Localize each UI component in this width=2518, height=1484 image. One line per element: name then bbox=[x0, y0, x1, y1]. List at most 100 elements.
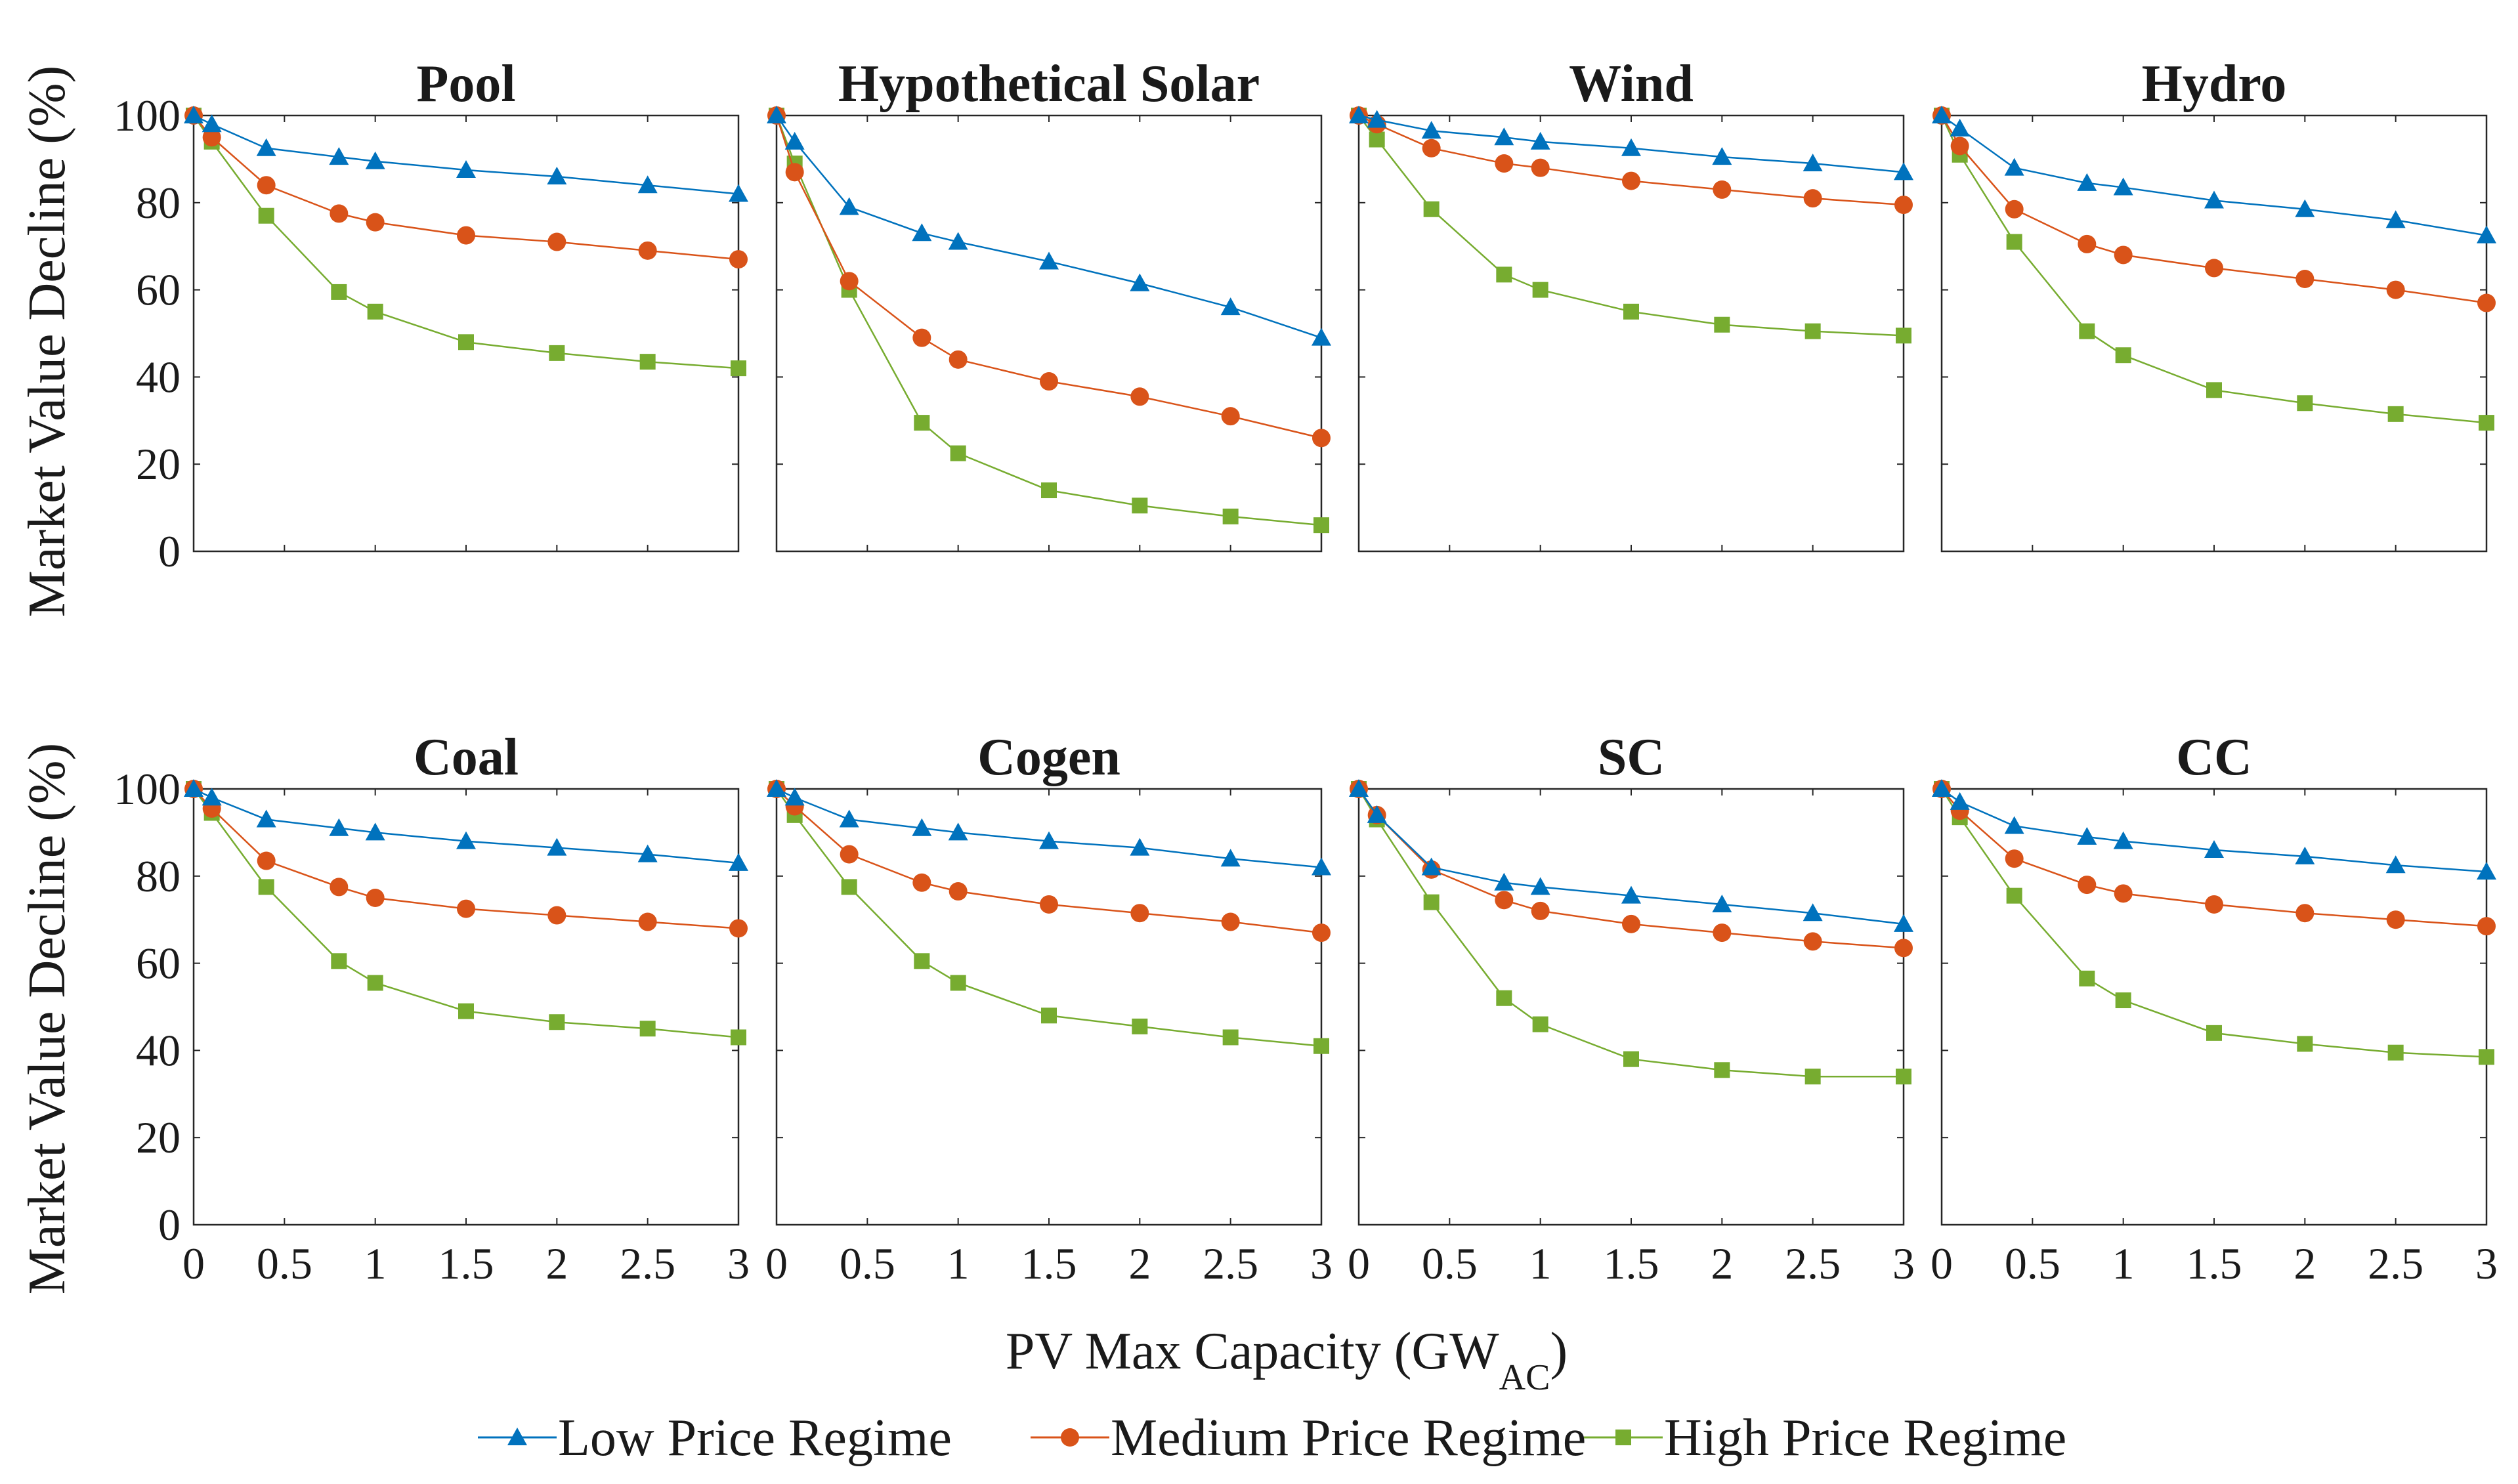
data-point-cogen-low-price-regime-7 bbox=[1220, 849, 1241, 867]
data-point-cogen-high-price-regime-7 bbox=[1222, 1029, 1239, 1046]
data-point-cc-low-price-regime-5 bbox=[2204, 839, 2224, 858]
legend-marker-medium-price-regime bbox=[1061, 1428, 1079, 1447]
data-point-sc-low-price-regime-4 bbox=[1530, 877, 1550, 895]
data-point-wind-medium-price-regime-4 bbox=[1531, 158, 1550, 177]
data-point-coal-medium-price-regime-3 bbox=[330, 878, 349, 897]
data-point-sc-high-price-regime-3 bbox=[1496, 990, 1512, 1006]
data-point-wind-low-price-regime-6 bbox=[1712, 147, 1732, 165]
data-point-coal-low-price-regime-0 bbox=[184, 779, 203, 797]
data-point-hypothetical-solar-high-price-regime-5 bbox=[1041, 482, 1057, 499]
data-point-wind-high-price-regime-8 bbox=[1896, 328, 1911, 344]
data-point-wind-medium-price-regime-7 bbox=[1803, 189, 1822, 208]
panel-title-pool: Pool bbox=[416, 55, 515, 113]
data-point-hypothetical-solar-medium-price-regime-3 bbox=[912, 328, 931, 347]
data-point-hypothetical-solar-high-price-regime-3 bbox=[914, 415, 930, 431]
panel-pool: Pool 0 20 40 60 80 100 bbox=[114, 55, 748, 576]
data-point-wind-low-price-regime-1 bbox=[1367, 110, 1387, 128]
data-point-cogen-high-price-regime-5 bbox=[1041, 1007, 1057, 1024]
data-point-pool-high-price-regime-7 bbox=[639, 354, 656, 370]
panel-title-hypothetical-solar: Hypothetical Solar bbox=[838, 55, 1260, 113]
data-point-cc-high-price-regime-8 bbox=[2479, 1049, 2494, 1065]
data-point-sc-medium-price-regime-8 bbox=[1894, 939, 1913, 958]
x-tick-label-sc-1: 1 bbox=[1529, 1239, 1552, 1288]
data-point-hydro-medium-price-regime-7 bbox=[2386, 280, 2405, 299]
data-point-hydro-medium-price-regime-2 bbox=[2005, 200, 2024, 219]
x-tick-label-coal-1: 1 bbox=[364, 1239, 387, 1288]
data-point-coal-high-price-regime-3 bbox=[331, 953, 347, 969]
x-axis-label: PV Max Capacity (GWAC) bbox=[1006, 1323, 1568, 1398]
data-point-coal-low-price-regime-7 bbox=[637, 844, 658, 862]
panel-title-cogen: Cogen bbox=[977, 729, 1120, 786]
x-tick-label-cogen-0-5: 0.5 bbox=[840, 1239, 895, 1288]
data-point-hypothetical-solar-medium-price-regime-4 bbox=[949, 350, 968, 369]
data-point-hydro-low-price-regime-6 bbox=[2295, 199, 2315, 217]
panel-cc: CC 0 0.5 1 1.5 2 2.5 3 bbox=[1931, 729, 2498, 1288]
data-point-cc-medium-price-regime-2 bbox=[2005, 849, 2024, 868]
data-point-coal-high-price-regime-4 bbox=[367, 975, 383, 991]
data-point-sc-low-price-regime-0 bbox=[1349, 779, 1369, 797]
data-point-wind-low-price-regime-2 bbox=[1421, 121, 1441, 139]
data-point-cc-low-price-regime-6 bbox=[2295, 846, 2315, 864]
data-point-cc-medium-price-regime-5 bbox=[2205, 895, 2223, 914]
data-point-cc-medium-price-regime-6 bbox=[2295, 904, 2315, 923]
data-point-hypothetical-solar-high-price-regime-4 bbox=[950, 445, 966, 461]
data-point-cc-high-price-regime-4 bbox=[2115, 992, 2131, 1009]
x-tick-label-sc-0-5: 0.5 bbox=[1422, 1239, 1478, 1288]
data-point-coal-low-price-regime-5 bbox=[456, 831, 476, 849]
data-point-wind-low-price-regime-8 bbox=[1894, 162, 1913, 180]
panel-title-cc: CC bbox=[2176, 729, 2252, 786]
data-point-pool-high-price-regime-3 bbox=[331, 284, 347, 300]
x-tick-label-sc-1-5: 1.5 bbox=[1604, 1239, 1659, 1288]
x-axis-label-close: ) bbox=[1550, 1323, 1568, 1380]
data-point-hydro-medium-price-regime-3 bbox=[2078, 234, 2097, 253]
data-point-pool-high-price-regime-8 bbox=[731, 360, 746, 377]
data-point-hypothetical-solar-medium-price-regime-8 bbox=[1312, 429, 1331, 448]
data-point-hydro-high-price-regime-4 bbox=[2115, 347, 2131, 364]
data-point-hydro-medium-price-regime-1 bbox=[1950, 137, 1969, 156]
data-point-coal-high-price-regime-8 bbox=[731, 1029, 746, 1046]
data-point-wind-low-price-regime-4 bbox=[1530, 131, 1550, 150]
y-tick-label-coal-0: 0 bbox=[158, 1200, 181, 1250]
data-point-hypothetical-solar-low-price-regime-7 bbox=[1220, 297, 1241, 316]
data-point-sc-high-price-regime-4 bbox=[1532, 1016, 1548, 1032]
data-point-sc-high-price-regime-8 bbox=[1896, 1069, 1911, 1085]
panel-title-coal: Coal bbox=[414, 729, 519, 786]
data-point-wind-medium-price-regime-6 bbox=[1713, 180, 1732, 199]
y-tick-label-pool-60: 60 bbox=[136, 265, 181, 315]
data-point-cogen-low-price-regime-8 bbox=[1312, 857, 1331, 876]
data-point-wind-high-price-regime-6 bbox=[1714, 316, 1730, 333]
x-axis-label-subscript: AC bbox=[1499, 1357, 1550, 1398]
data-point-sc-low-price-regime-8 bbox=[1894, 914, 1913, 932]
data-point-cogen-medium-price-regime-8 bbox=[1312, 923, 1331, 943]
x-tick-label-coal-3: 3 bbox=[727, 1239, 750, 1288]
data-point-hypothetical-solar-low-price-regime-3 bbox=[912, 223, 932, 242]
panel-title-hydro: Hydro bbox=[2142, 55, 2287, 113]
x-tick-label-cc-0: 0 bbox=[1931, 1239, 1953, 1288]
x-tick-label-cc-0-5: 0.5 bbox=[2005, 1239, 2060, 1288]
data-point-pool-low-price-regime-2 bbox=[256, 138, 276, 156]
data-point-hypothetical-solar-medium-price-regime-7 bbox=[1221, 407, 1240, 426]
data-point-hypothetical-solar-low-price-regime-4 bbox=[948, 232, 968, 250]
legend-label-high-price-regime: High Price Regime bbox=[1664, 1409, 2066, 1467]
data-point-pool-medium-price-regime-5 bbox=[457, 226, 475, 245]
data-point-hydro-high-price-regime-7 bbox=[2387, 406, 2404, 422]
data-point-cc-high-price-regime-6 bbox=[2297, 1036, 2313, 1052]
data-point-pool-medium-price-regime-8 bbox=[729, 250, 748, 269]
data-point-sc-high-price-regime-5 bbox=[1623, 1051, 1639, 1067]
data-point-coal-high-price-regime-7 bbox=[639, 1021, 656, 1037]
data-point-cogen-medium-price-regime-4 bbox=[949, 882, 968, 901]
data-point-pool-low-price-regime-6 bbox=[547, 166, 567, 184]
legend: Low Price Regime Medium Price Regime High … bbox=[478, 1409, 2066, 1467]
data-point-hypothetical-solar-low-price-regime-5 bbox=[1039, 251, 1059, 270]
panel-title-wind: Wind bbox=[1569, 55, 1694, 113]
data-point-cc-medium-price-regime-3 bbox=[2078, 876, 2097, 895]
data-point-sc-low-price-regime-6 bbox=[1712, 894, 1732, 912]
data-point-pool-low-price-regime-5 bbox=[456, 160, 476, 178]
data-point-cc-low-price-regime-3 bbox=[2077, 827, 2097, 845]
data-point-cogen-medium-price-regime-6 bbox=[1130, 904, 1149, 923]
data-point-hypothetical-solar-low-price-regime-8 bbox=[1312, 328, 1331, 346]
y-tick-label-coal-60: 60 bbox=[136, 939, 181, 988]
data-point-cc-high-price-regime-5 bbox=[2206, 1025, 2222, 1041]
data-point-hydro-high-price-regime-5 bbox=[2206, 382, 2222, 398]
